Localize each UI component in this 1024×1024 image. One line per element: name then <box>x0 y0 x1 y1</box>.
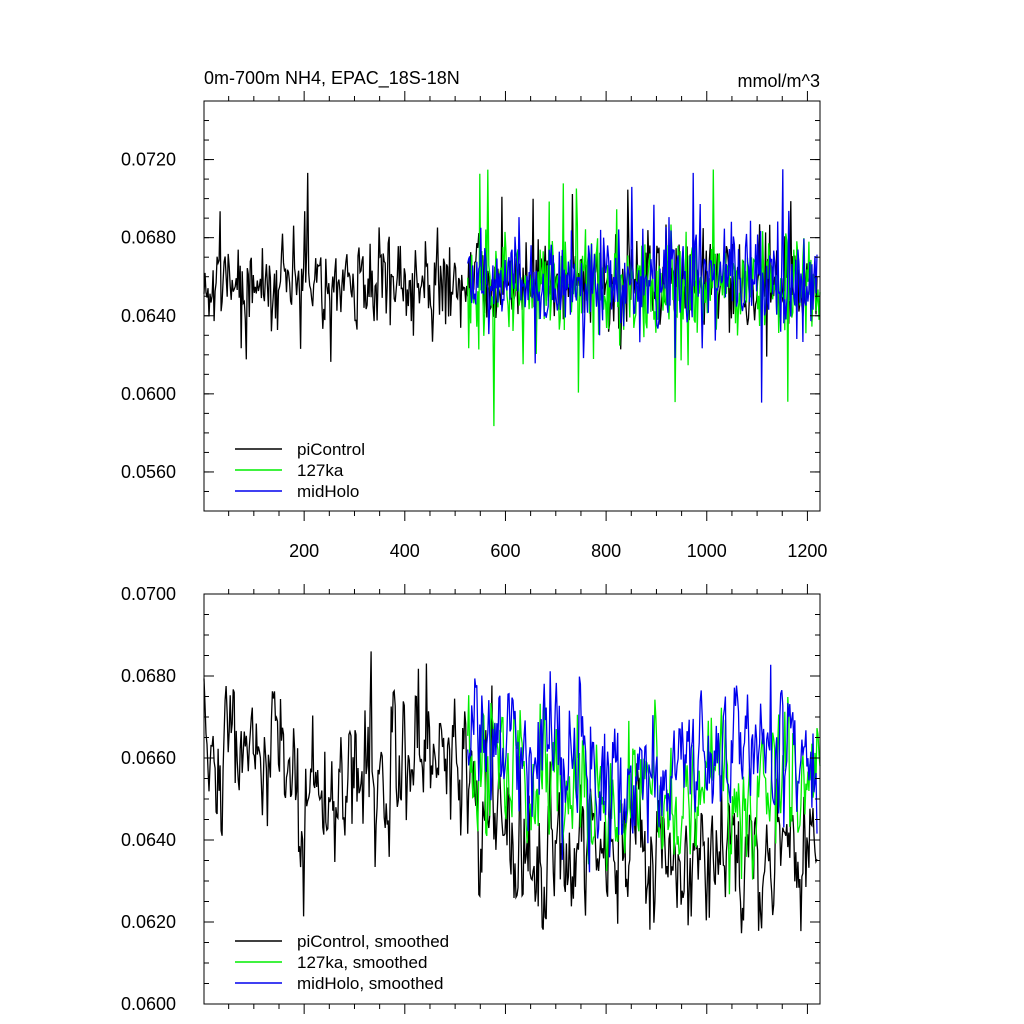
y-tick-label: 0.0720 <box>121 150 176 170</box>
y-tick-label: 0.0680 <box>121 666 176 686</box>
top-axes: 0.0560 0.0600 0.0640 0.0680 0.0720 200 400 600 8… <box>121 91 827 561</box>
y-tick-label: 0.0660 <box>121 748 176 768</box>
series-line-picontrol-smoothed <box>203 651 818 934</box>
bottom-series-group <box>203 651 821 934</box>
y-tick-label: 0.0560 <box>121 462 176 482</box>
y-tick-label: 0.0620 <box>121 912 176 932</box>
top-chart-units: mmol/m^3 <box>738 71 820 91</box>
x-tick-label: 400 <box>390 541 420 561</box>
bottom-panel: 0.0600 0.0620 0.0640 0.0660 0.0680 0.0700 piC… <box>121 584 821 1014</box>
top-legend: piControl 127ka midHolo <box>235 440 365 501</box>
series-line-midholo-smoothed <box>467 664 818 873</box>
x-tick-label: 200 <box>289 541 319 561</box>
legend-label: 127ka <box>297 461 344 480</box>
y-tick-label: 0.0640 <box>121 830 176 850</box>
x-tick-label: 800 <box>591 541 621 561</box>
top-plot-frame <box>203 100 821 512</box>
y-tick-label: 0.0680 <box>121 228 176 248</box>
legend-label: 127ka, smoothed <box>297 953 427 972</box>
y-tick-label: 0.0700 <box>121 584 176 604</box>
top-series-group <box>203 169 821 427</box>
legend-label: piControl <box>297 440 365 459</box>
legend-label: midHolo, smoothed <box>297 974 443 993</box>
top-panel: 0m-700m NH4, EPAC_18S-18N mmol/m^3 0.056… <box>121 68 828 561</box>
legend-label: piControl, smoothed <box>297 932 449 951</box>
y-tick-label: 0.0600 <box>121 384 176 404</box>
bottom-legend: piControl, smoothed 127ka, smoothed midHol… <box>235 932 449 993</box>
y-tick-label: 0.0640 <box>121 306 176 326</box>
top-chart-title: 0m-700m NH4, EPAC_18S-18N <box>204 68 460 89</box>
series-line-midholo <box>467 169 818 403</box>
y-tick-label: 0.0600 <box>121 994 176 1014</box>
x-tick-label: 1200 <box>787 541 827 561</box>
x-tick-label: 600 <box>490 541 520 561</box>
legend-label: midHolo <box>297 482 359 501</box>
bottom-axes: 0.0600 0.0620 0.0640 0.0660 0.0680 0.0700 <box>121 584 820 1014</box>
x-tick-label: 1000 <box>687 541 727 561</box>
